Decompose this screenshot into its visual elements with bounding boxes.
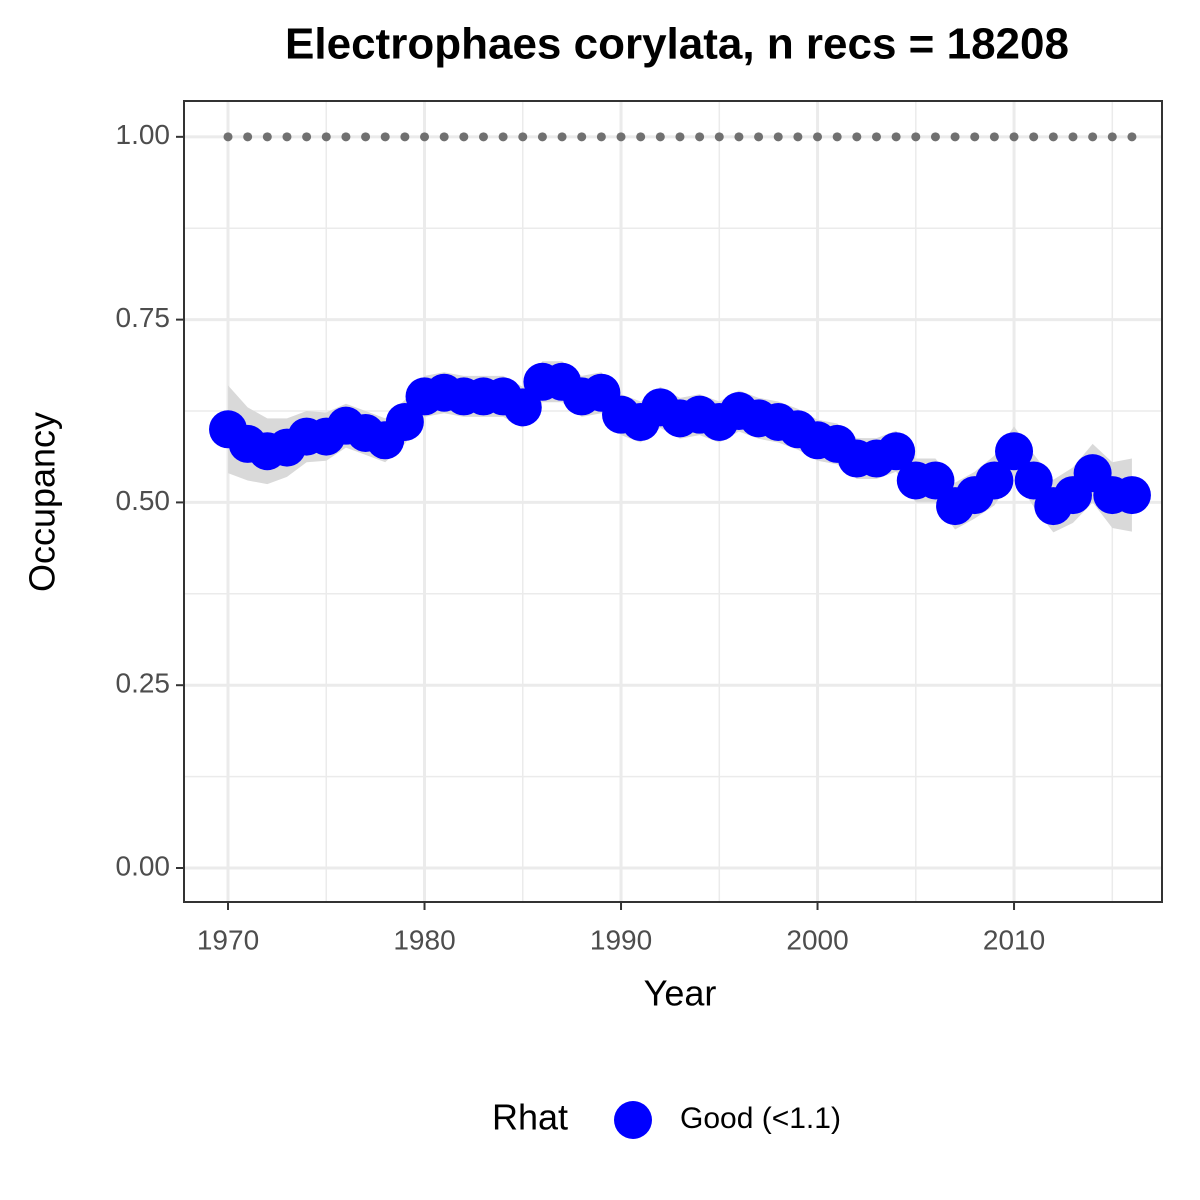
reference-dot xyxy=(478,132,488,142)
reference-dot xyxy=(813,132,823,142)
reference-dot xyxy=(341,132,351,142)
reference-dot xyxy=(361,132,371,142)
reference-dot xyxy=(930,132,940,142)
reference-dot xyxy=(321,132,331,142)
reference-dot xyxy=(518,132,528,142)
reference-dot xyxy=(773,132,783,142)
point xyxy=(503,388,542,427)
point xyxy=(1112,476,1151,515)
reference-dot xyxy=(793,132,803,142)
reference-dot xyxy=(439,132,449,142)
reference-dot xyxy=(655,132,665,142)
reference-dot xyxy=(243,132,253,142)
point xyxy=(975,461,1014,500)
reference-dot xyxy=(1048,132,1058,142)
x-tick-label: 1990 xyxy=(590,924,652,955)
reference-dot xyxy=(1107,132,1117,142)
reference-dot xyxy=(891,132,901,142)
reference-dot xyxy=(1068,132,1078,142)
reference-dot xyxy=(852,132,862,142)
reference-dot xyxy=(302,132,312,142)
reference-dot xyxy=(282,132,292,142)
reference-dot xyxy=(832,132,842,142)
reference-dot xyxy=(380,132,390,142)
reference-dot xyxy=(577,132,587,142)
x-tick-label: 2000 xyxy=(786,924,848,955)
legend-title: Rhat xyxy=(492,1097,568,1138)
reference-dot xyxy=(989,132,999,142)
reference-dot xyxy=(262,132,272,142)
point xyxy=(877,432,916,471)
reference-dot xyxy=(223,132,233,142)
y-tick-label: 0.50 xyxy=(116,485,171,516)
reference-dot xyxy=(537,132,547,142)
x-tick-label: 1970 xyxy=(197,924,259,955)
reference-dot xyxy=(1009,132,1019,142)
reference-dot xyxy=(950,132,960,142)
reference-dot xyxy=(970,132,980,142)
chart-title: Electrophaes corylata, n recs = 18208 xyxy=(285,20,1069,69)
reference-dot xyxy=(596,132,606,142)
reference-dot xyxy=(420,132,430,142)
reference-dot xyxy=(400,132,410,142)
reference-dot xyxy=(911,132,921,142)
point xyxy=(385,402,424,441)
x-tick-label: 2010 xyxy=(983,924,1045,955)
reference-dot xyxy=(498,132,508,142)
reference-dot xyxy=(754,132,764,142)
point xyxy=(995,432,1034,471)
y-tick-label: 0.75 xyxy=(116,302,171,333)
reference-dot xyxy=(1029,132,1039,142)
y-tick-label: 1.00 xyxy=(116,119,171,150)
y-axis-label: Occupancy xyxy=(22,412,63,592)
reference-dot xyxy=(636,132,646,142)
reference-dot xyxy=(675,132,685,142)
reference-dot xyxy=(557,132,567,142)
reference-dot xyxy=(459,132,469,142)
y-tick-label: 0.00 xyxy=(116,850,171,881)
point xyxy=(1014,461,1053,500)
legend-key xyxy=(614,1101,652,1139)
point xyxy=(916,461,955,500)
reference-dot xyxy=(871,132,881,142)
reference-dot xyxy=(1127,132,1137,142)
reference-dot xyxy=(695,132,705,142)
y-tick-label: 0.25 xyxy=(116,668,171,699)
panel-border xyxy=(183,100,1163,903)
reference-dot xyxy=(734,132,744,142)
x-axis-label: Year xyxy=(644,973,717,1014)
reference-dot xyxy=(714,132,724,142)
legend-label: Good (<1.1) xyxy=(680,1102,841,1135)
x-tick-label: 1980 xyxy=(393,924,455,955)
reference-dot xyxy=(616,132,626,142)
reference-dot xyxy=(1088,132,1098,142)
